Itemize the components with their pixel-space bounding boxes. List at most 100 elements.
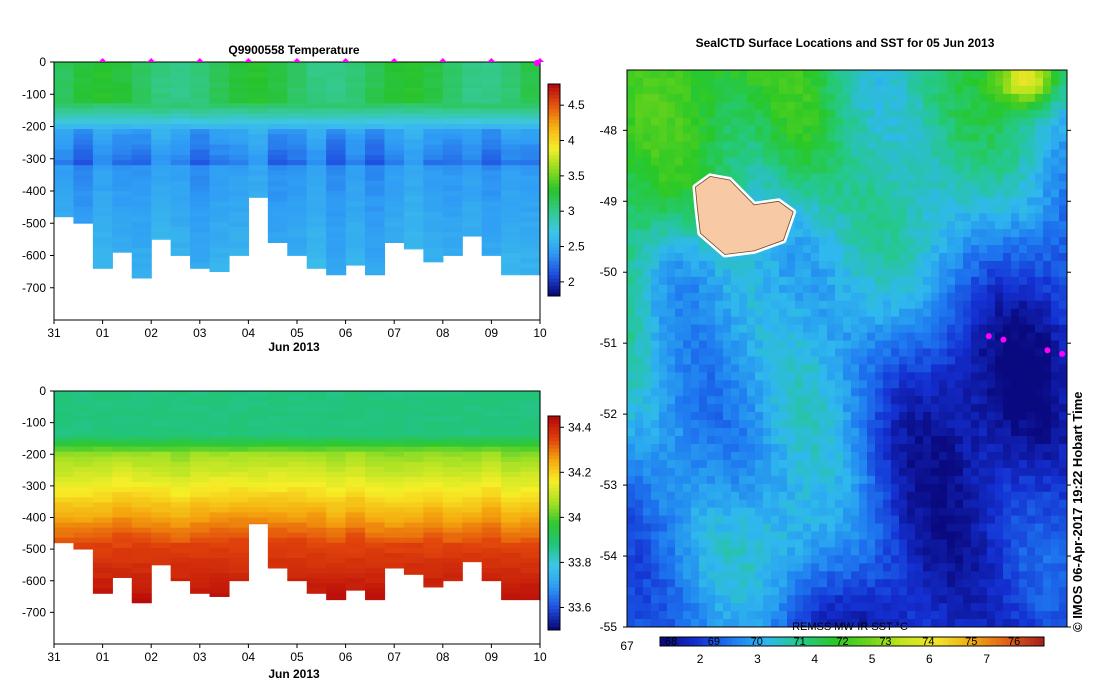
heat-cell: [326, 67, 347, 73]
sst-cell: [859, 117, 868, 127]
heat-cell: [306, 134, 327, 140]
sst-cell: [819, 77, 828, 87]
heat-cell: [287, 227, 308, 233]
sst-cell: [891, 70, 900, 79]
sst-cell: [867, 253, 876, 262]
heat-cell: [112, 446, 133, 453]
sst-cell: [659, 308, 668, 318]
x-tick-label: 06: [339, 326, 353, 340]
sst-cell: [635, 563, 644, 572]
heat-cell: [209, 411, 230, 417]
heat-cell: [209, 191, 230, 197]
heat-cell: [403, 456, 424, 463]
sst-cell: [915, 459, 924, 469]
heat-cell: [306, 578, 327, 584]
sst-cell: [907, 459, 916, 469]
sst-cell: [739, 260, 748, 270]
sst-cell: [739, 340, 748, 349]
sst-cell: [795, 253, 804, 262]
heat-cell: [481, 441, 502, 448]
heat-cell: [365, 487, 386, 493]
heat-cell: [287, 123, 308, 130]
sst-cell: [779, 587, 788, 596]
heat-cell: [306, 160, 327, 166]
sst-cell: [675, 149, 684, 159]
heat-cell: [170, 170, 191, 176]
heat-cell: [365, 92, 386, 99]
heat-cell: [287, 502, 308, 508]
sst-cell: [635, 356, 644, 365]
sst-cell: [947, 149, 956, 159]
sst-cell: [771, 428, 780, 437]
heat-cell: [481, 471, 502, 478]
sst-cell: [723, 579, 732, 588]
heat-cell: [365, 232, 386, 238]
sst-cell: [835, 571, 844, 580]
sst-cell: [787, 229, 796, 238]
heat-cell: [267, 416, 288, 422]
sst-cell: [947, 523, 956, 533]
heat-cell: [170, 180, 191, 187]
sst-cell: [827, 523, 836, 533]
heat-cell: [209, 578, 230, 584]
sst-cell: [883, 619, 892, 628]
heat-cell: [365, 456, 386, 463]
heat-cell: [442, 502, 463, 508]
heat-cell: [462, 482, 483, 488]
sst-cell: [931, 157, 940, 166]
heat-cell: [403, 160, 424, 166]
sst-cell: [795, 364, 804, 373]
sst-cell: [763, 181, 772, 190]
sst-cell: [635, 555, 644, 564]
sst-cell: [827, 356, 836, 365]
heat-cell: [345, 129, 366, 135]
sst-cell: [891, 451, 900, 461]
heat-cell: [209, 87, 230, 94]
heat-cell: [54, 431, 75, 437]
heat-cell: [209, 522, 230, 529]
sst-cell: [859, 125, 868, 135]
heat-cell: [54, 517, 75, 523]
sst-cell: [739, 507, 748, 517]
sst-cell: [939, 443, 948, 453]
sst-cell: [707, 428, 716, 437]
heat-cell: [267, 517, 288, 523]
sst-cell: [651, 284, 660, 294]
sst-cell: [923, 459, 932, 469]
heat-cell: [481, 512, 502, 518]
sst-cell: [851, 388, 860, 397]
heat-cell: [209, 149, 230, 156]
sst-cell: [723, 253, 732, 262]
sst-cell: [715, 475, 724, 485]
sst-cell: [923, 404, 932, 413]
sst-cell: [931, 475, 940, 485]
sst-cell: [915, 77, 924, 87]
heat-cell: [92, 113, 113, 120]
sst-cell: [771, 141, 780, 151]
sst-cell: [867, 356, 876, 365]
heat-cell: [228, 247, 249, 254]
sst-cell: [635, 245, 644, 254]
heat-cell: [462, 206, 483, 213]
sst-cell: [643, 539, 652, 548]
sst-cell: [683, 587, 692, 596]
sst-cell: [803, 420, 812, 429]
heat-cell: [423, 62, 444, 68]
sst-cell: [899, 555, 908, 564]
sst-cell: [859, 507, 868, 517]
heat-cell: [54, 165, 75, 171]
sst-cell: [779, 284, 788, 294]
sst-cell: [739, 571, 748, 580]
sst-cell: [835, 117, 844, 127]
sst-cell: [819, 133, 828, 143]
heat-cell: [228, 67, 249, 73]
sst-cell: [875, 253, 884, 262]
colorbar-segment: [548, 430, 560, 435]
heat-cell: [151, 532, 172, 539]
heat-cell: [306, 139, 327, 145]
heat-cell: [267, 221, 288, 228]
sst-cell: [859, 173, 868, 182]
heat-cell: [384, 456, 405, 463]
heat-cell: [384, 118, 405, 125]
sst-cell: [627, 364, 636, 373]
